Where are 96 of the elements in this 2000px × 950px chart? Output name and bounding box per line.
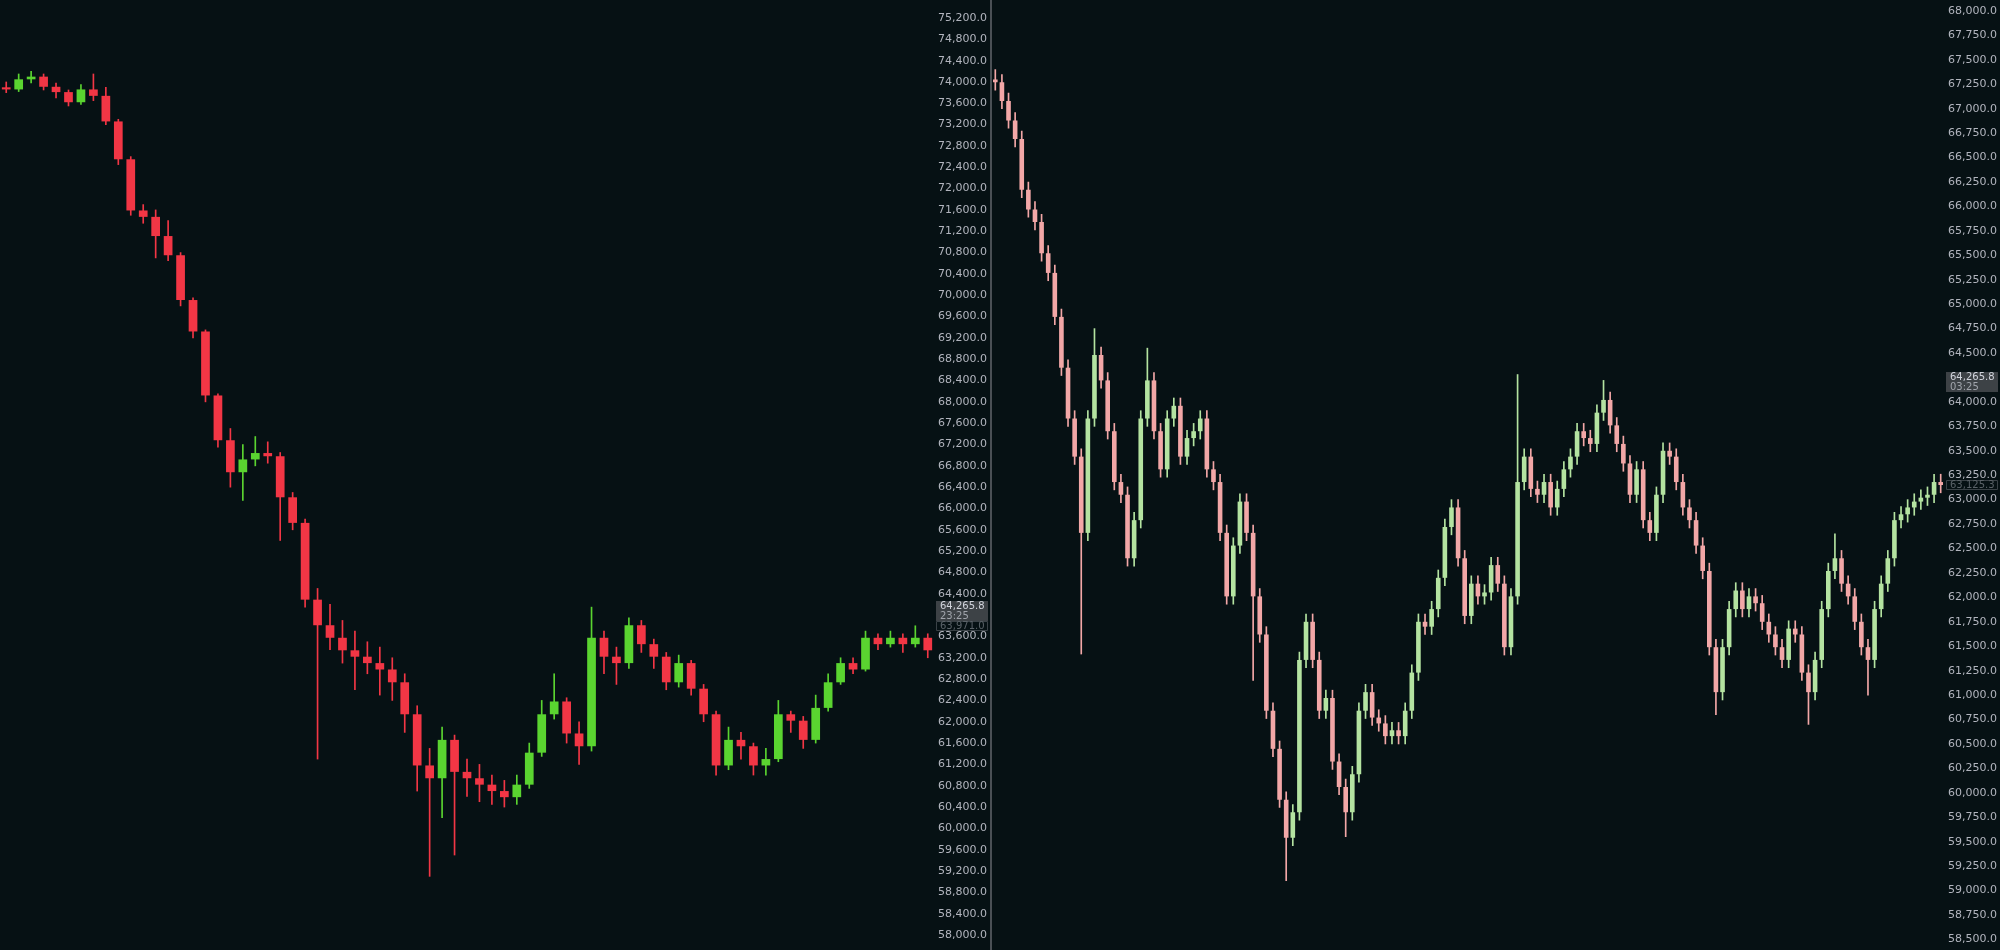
y-tick-label: 61,200.0 bbox=[938, 757, 987, 771]
y-tick-label: 62,000.0 bbox=[1948, 590, 1997, 604]
y-tick-label: 71,600.0 bbox=[938, 202, 987, 216]
candlestick bbox=[250, 436, 260, 467]
y-tick-label: 61,250.0 bbox=[1948, 663, 1997, 677]
y-tick-label: 61,000.0 bbox=[1948, 687, 1997, 701]
y-tick-label: 59,600.0 bbox=[938, 842, 987, 856]
candlestick bbox=[1376, 709, 1382, 732]
y-tick-label: 66,750.0 bbox=[1948, 126, 1997, 140]
y-tick-label: 65,250.0 bbox=[1948, 272, 1997, 286]
y-tick-label: 65,000.0 bbox=[1948, 297, 1997, 311]
y-tick-label: 60,500.0 bbox=[1948, 736, 1997, 750]
y-tick-label: 58,750.0 bbox=[1948, 907, 1997, 921]
candlestick bbox=[375, 646, 385, 696]
candlestick bbox=[1, 81, 11, 93]
y-tick-label: 61,600.0 bbox=[938, 735, 987, 749]
y-tick-label: 60,250.0 bbox=[1948, 761, 1997, 775]
text: 03:25 bbox=[1950, 380, 1979, 392]
y-tick-label: 58,400.0 bbox=[938, 906, 987, 920]
y-tick-label: 68,800.0 bbox=[938, 352, 987, 366]
candlestick bbox=[1792, 620, 1798, 643]
y-tick-label: 62,800.0 bbox=[938, 671, 987, 685]
y-tick-label: 68,000.0 bbox=[938, 394, 987, 408]
y-tick-label: 67,200.0 bbox=[938, 437, 987, 451]
y-tick-label: 73,200.0 bbox=[938, 117, 987, 131]
candlestick bbox=[238, 444, 248, 501]
y-tick-label: 67,250.0 bbox=[1948, 77, 1997, 91]
y-tick-label: 63,200.0 bbox=[938, 650, 987, 664]
y-tick-label: 59,500.0 bbox=[1948, 834, 1997, 848]
y-tick-label: 62,750.0 bbox=[1948, 516, 1997, 530]
y-tick-label: 59,000.0 bbox=[1948, 883, 1997, 897]
y-tick-label: 60,800.0 bbox=[938, 778, 987, 792]
y-tick-label: 59,200.0 bbox=[938, 863, 987, 877]
y-tick-label: 70,000.0 bbox=[938, 288, 987, 302]
y-tick-label: 66,000.0 bbox=[938, 501, 987, 515]
y-tick-label: 72,000.0 bbox=[938, 181, 987, 195]
y-tick-label: 65,600.0 bbox=[938, 522, 987, 536]
y-tick-label: 60,750.0 bbox=[1948, 712, 1997, 726]
y-tick-label: 66,400.0 bbox=[938, 480, 987, 494]
candlestick bbox=[350, 630, 360, 691]
y-tick-label: 69,600.0 bbox=[938, 309, 987, 323]
y-tick-label: 72,800.0 bbox=[938, 138, 987, 152]
y-tick-label: 62,500.0 bbox=[1948, 541, 1997, 555]
y-tick-label: 70,800.0 bbox=[938, 245, 987, 259]
y-tick-label: 68,400.0 bbox=[938, 373, 987, 387]
y-tick-label: 74,800.0 bbox=[938, 32, 987, 46]
y-tick-label: 67,000.0 bbox=[1948, 101, 1997, 115]
y-tick-label: 66,500.0 bbox=[1948, 150, 1997, 164]
y-tick-label: 60,000.0 bbox=[1948, 785, 1997, 799]
candlestick bbox=[263, 441, 273, 464]
y-tick-label: 62,250.0 bbox=[1948, 565, 1997, 579]
y-tick-label: 62,400.0 bbox=[938, 693, 987, 707]
y-tick-label: 62,000.0 bbox=[938, 714, 987, 728]
y-tick-label: 67,500.0 bbox=[1948, 52, 1997, 66]
text: 64,265.8 bbox=[1950, 370, 1995, 382]
text: 64,265.8 bbox=[940, 599, 985, 611]
y-tick-label: 69,200.0 bbox=[938, 330, 987, 344]
y-tick-label: 60,000.0 bbox=[938, 821, 987, 835]
y-tick-label: 66,800.0 bbox=[938, 458, 987, 472]
y-tick-label: 68,000.0 bbox=[1948, 3, 1997, 17]
y-tick-label: 74,000.0 bbox=[938, 74, 987, 88]
y-tick-label: 64,800.0 bbox=[938, 565, 987, 579]
y-tick-label: 70,400.0 bbox=[938, 266, 987, 280]
candlestick bbox=[1911, 493, 1917, 516]
y-tick-label: 75,200.0 bbox=[938, 10, 987, 24]
y-tick-label: 65,200.0 bbox=[938, 544, 987, 557]
y-tick-label: 74,400.0 bbox=[938, 53, 987, 67]
y-tick-label: 61,500.0 bbox=[1948, 639, 1997, 653]
y-tick-label: 59,750.0 bbox=[1948, 810, 1997, 824]
y-tick-label: 73,600.0 bbox=[938, 96, 987, 110]
text: 23:25 bbox=[940, 609, 969, 621]
y-tick-label: 67,600.0 bbox=[938, 416, 987, 430]
y-tick-label: 58,000.0 bbox=[938, 927, 987, 941]
y-tick-label: 60,400.0 bbox=[938, 799, 987, 813]
y-tick-label: 63,500.0 bbox=[1948, 443, 1997, 457]
candlestick bbox=[992, 69, 998, 91]
y-tick-label: 64,750.0 bbox=[1948, 321, 1997, 335]
y-tick-label: 58,800.0 bbox=[938, 885, 987, 899]
y-tick-label: 64,400.0 bbox=[938, 586, 987, 600]
y-tick-label: 59,250.0 bbox=[1948, 858, 1997, 872]
y-tick-label: 65,500.0 bbox=[1948, 248, 1997, 262]
y-tick-label: 63,750.0 bbox=[1948, 419, 1997, 433]
y-tick-label: 66,250.0 bbox=[1948, 174, 1997, 188]
y-tick-label: 65,750.0 bbox=[1948, 223, 1997, 237]
y-tick-label: 72,400.0 bbox=[938, 160, 987, 174]
y-tick-label: 71,200.0 bbox=[938, 224, 987, 238]
y-tick-label: 64,500.0 bbox=[1948, 345, 1997, 359]
candlestick bbox=[1938, 473, 1944, 494]
y-tick-label: 63,000.0 bbox=[1948, 492, 1997, 506]
y-tick-label: 67,750.0 bbox=[1948, 28, 1997, 42]
y-tick-label: 66,000.0 bbox=[1948, 199, 1997, 213]
y-tick-label: 63,600.0 bbox=[938, 629, 987, 643]
y-tick-label: 64,000.0 bbox=[1948, 394, 1997, 408]
text: 63,971.0 bbox=[940, 619, 985, 631]
y-tick-label: 61,750.0 bbox=[1948, 614, 1997, 628]
y-tick-label: 58,500.0 bbox=[1948, 932, 1997, 946]
